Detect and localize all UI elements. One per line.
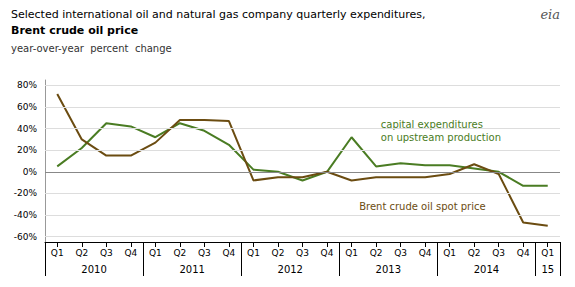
svg-text:Q1: Q1	[541, 248, 554, 258]
svg-text:2013: 2013	[376, 264, 401, 275]
svg-text:Q3: Q3	[198, 248, 211, 258]
svg-text:2010: 2010	[81, 264, 106, 275]
svg-text:Q2: Q2	[173, 248, 186, 258]
svg-text:Q4: Q4	[321, 248, 334, 258]
svg-text:Q1: Q1	[149, 248, 162, 258]
svg-text:-40%: -40%	[14, 210, 38, 220]
svg-text:Q4: Q4	[223, 248, 236, 258]
svg-text:Q1: Q1	[51, 248, 64, 258]
svg-text:Q4: Q4	[419, 248, 432, 258]
svg-text:15: 15	[541, 264, 554, 275]
svg-text:Q4: Q4	[517, 248, 530, 258]
svg-text:0%: 0%	[23, 167, 38, 177]
svg-text:Q2: Q2	[468, 248, 481, 258]
svg-text:20%: 20%	[17, 145, 37, 155]
svg-text:40%: 40%	[17, 124, 37, 134]
svg-text:Q1: Q1	[345, 248, 358, 258]
svg-text:-60%: -60%	[14, 232, 38, 242]
svg-text:Q4: Q4	[124, 248, 137, 258]
svg-text:Q3: Q3	[296, 248, 309, 258]
svg-text:Brent crude oil price: Brent crude oil price	[11, 24, 138, 37]
svg-text:80%: 80%	[17, 80, 37, 90]
svg-text:Q2: Q2	[272, 248, 285, 258]
svg-text:Q3: Q3	[492, 248, 505, 258]
svg-text:Brent crude oil spot price: Brent crude oil spot price	[359, 201, 485, 212]
svg-text:Q3: Q3	[100, 248, 113, 258]
svg-text:-20%: -20%	[14, 188, 38, 198]
svg-text:2014: 2014	[474, 264, 499, 275]
svg-text:capital expenditures: capital expenditures	[380, 118, 483, 130]
svg-text:60%: 60%	[17, 102, 37, 112]
svg-text:Selected international oil and: Selected international oil and natural g…	[11, 8, 425, 21]
svg-text:Q2: Q2	[370, 248, 383, 258]
svg-text:Q2: Q2	[75, 248, 88, 258]
svg-text:year-over-year percent chang: year-over-year percent change	[11, 43, 172, 54]
svg-text:on upstream production: on upstream production	[381, 132, 501, 143]
svg-text:Q1: Q1	[443, 248, 456, 258]
svg-text:Q1: Q1	[247, 248, 260, 258]
svg-text:Q3: Q3	[394, 248, 407, 258]
svg-text:2012: 2012	[278, 264, 303, 275]
svg-text:eia: eia	[540, 7, 560, 22]
svg-text:2011: 2011	[179, 264, 204, 275]
